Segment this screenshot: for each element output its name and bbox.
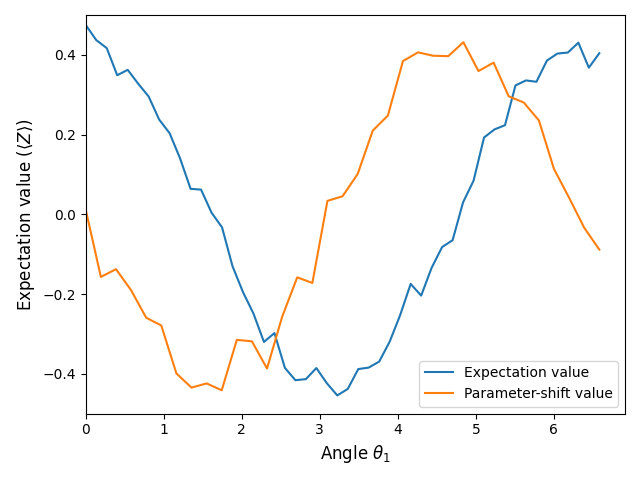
- Expectation value: [501, 122, 509, 128]
- Parameter-shift value: [293, 275, 301, 280]
- Expectation value: [312, 365, 320, 371]
- Expectation value: [156, 117, 163, 122]
- Parameter-shift value: [595, 247, 603, 252]
- Parameter-shift value: [490, 60, 497, 65]
- Expectation value: [470, 178, 477, 184]
- Parameter-shift value: [354, 171, 362, 177]
- Parameter-shift value: [414, 49, 422, 55]
- Expectation value: [428, 265, 435, 271]
- Parameter-shift value: [535, 118, 543, 123]
- Expectation value: [292, 377, 300, 383]
- Line: Parameter-shift value: Parameter-shift value: [86, 42, 599, 390]
- Parameter-shift value: [112, 266, 120, 272]
- Parameter-shift value: [550, 166, 558, 172]
- Parameter-shift value: [565, 195, 573, 201]
- Expectation value: [187, 186, 195, 192]
- Expectation value: [480, 134, 488, 140]
- Parameter-shift value: [142, 315, 150, 321]
- Expectation value: [197, 187, 205, 192]
- Parameter-shift value: [188, 385, 195, 391]
- Expectation value: [239, 289, 247, 295]
- Expectation value: [103, 45, 111, 51]
- Parameter-shift value: [263, 366, 271, 372]
- Parameter-shift value: [520, 100, 527, 106]
- Expectation value: [271, 330, 278, 336]
- Parameter-shift value: [444, 53, 452, 59]
- Expectation value: [376, 359, 383, 364]
- Expectation value: [281, 365, 289, 371]
- Parameter-shift value: [384, 113, 392, 119]
- Line: Expectation value: Expectation value: [86, 25, 599, 396]
- Parameter-shift value: [399, 58, 407, 64]
- Expectation value: [417, 293, 425, 299]
- Expectation value: [166, 131, 173, 136]
- Parameter-shift value: [157, 323, 165, 328]
- Parameter-shift value: [97, 274, 105, 280]
- Parameter-shift value: [233, 337, 241, 343]
- Expectation value: [449, 237, 456, 243]
- Expectation value: [124, 67, 132, 73]
- Parameter-shift value: [278, 314, 286, 320]
- Expectation value: [344, 386, 351, 392]
- Expectation value: [396, 312, 404, 318]
- Expectation value: [302, 376, 310, 382]
- Expectation value: [438, 244, 446, 250]
- Parameter-shift value: [127, 288, 135, 293]
- Expectation value: [543, 58, 551, 63]
- Expectation value: [386, 339, 394, 345]
- Expectation value: [323, 380, 331, 386]
- Expectation value: [92, 37, 100, 43]
- Parameter-shift value: [308, 280, 316, 286]
- Expectation value: [176, 156, 184, 161]
- Expectation value: [333, 393, 341, 398]
- Expectation value: [585, 65, 593, 71]
- Expectation value: [575, 40, 582, 46]
- Parameter-shift value: [324, 198, 332, 204]
- Expectation value: [218, 225, 226, 230]
- Parameter-shift value: [429, 53, 437, 59]
- Expectation value: [145, 94, 152, 99]
- Expectation value: [208, 210, 216, 216]
- Expectation value: [491, 127, 499, 132]
- Parameter-shift value: [475, 68, 483, 74]
- Expectation value: [511, 83, 519, 88]
- Parameter-shift value: [580, 225, 588, 231]
- Parameter-shift value: [203, 381, 211, 386]
- Y-axis label: Expectation value ($\langle Z\rangle$): Expectation value ($\langle Z\rangle$): [15, 118, 37, 311]
- Expectation value: [82, 22, 90, 28]
- Parameter-shift value: [173, 371, 180, 376]
- Expectation value: [113, 72, 121, 78]
- Parameter-shift value: [218, 387, 225, 393]
- Expectation value: [365, 365, 372, 371]
- Expectation value: [250, 311, 257, 316]
- Parameter-shift value: [248, 338, 256, 344]
- Parameter-shift value: [339, 193, 346, 199]
- Parameter-shift value: [82, 207, 90, 213]
- Expectation value: [554, 51, 561, 57]
- Expectation value: [564, 49, 572, 55]
- Expectation value: [228, 264, 236, 269]
- Parameter-shift value: [460, 39, 467, 45]
- Expectation value: [595, 50, 603, 56]
- Expectation value: [134, 81, 142, 86]
- Expectation value: [355, 366, 362, 372]
- Expectation value: [407, 281, 415, 287]
- Expectation value: [532, 79, 540, 84]
- Parameter-shift value: [369, 128, 376, 133]
- Expectation value: [522, 78, 530, 84]
- Legend: Expectation value, Parameter-shift value: Expectation value, Parameter-shift value: [419, 361, 618, 407]
- Expectation value: [460, 200, 467, 205]
- X-axis label: Angle $\theta_1$: Angle $\theta_1$: [320, 443, 391, 465]
- Expectation value: [260, 339, 268, 345]
- Parameter-shift value: [505, 94, 513, 99]
